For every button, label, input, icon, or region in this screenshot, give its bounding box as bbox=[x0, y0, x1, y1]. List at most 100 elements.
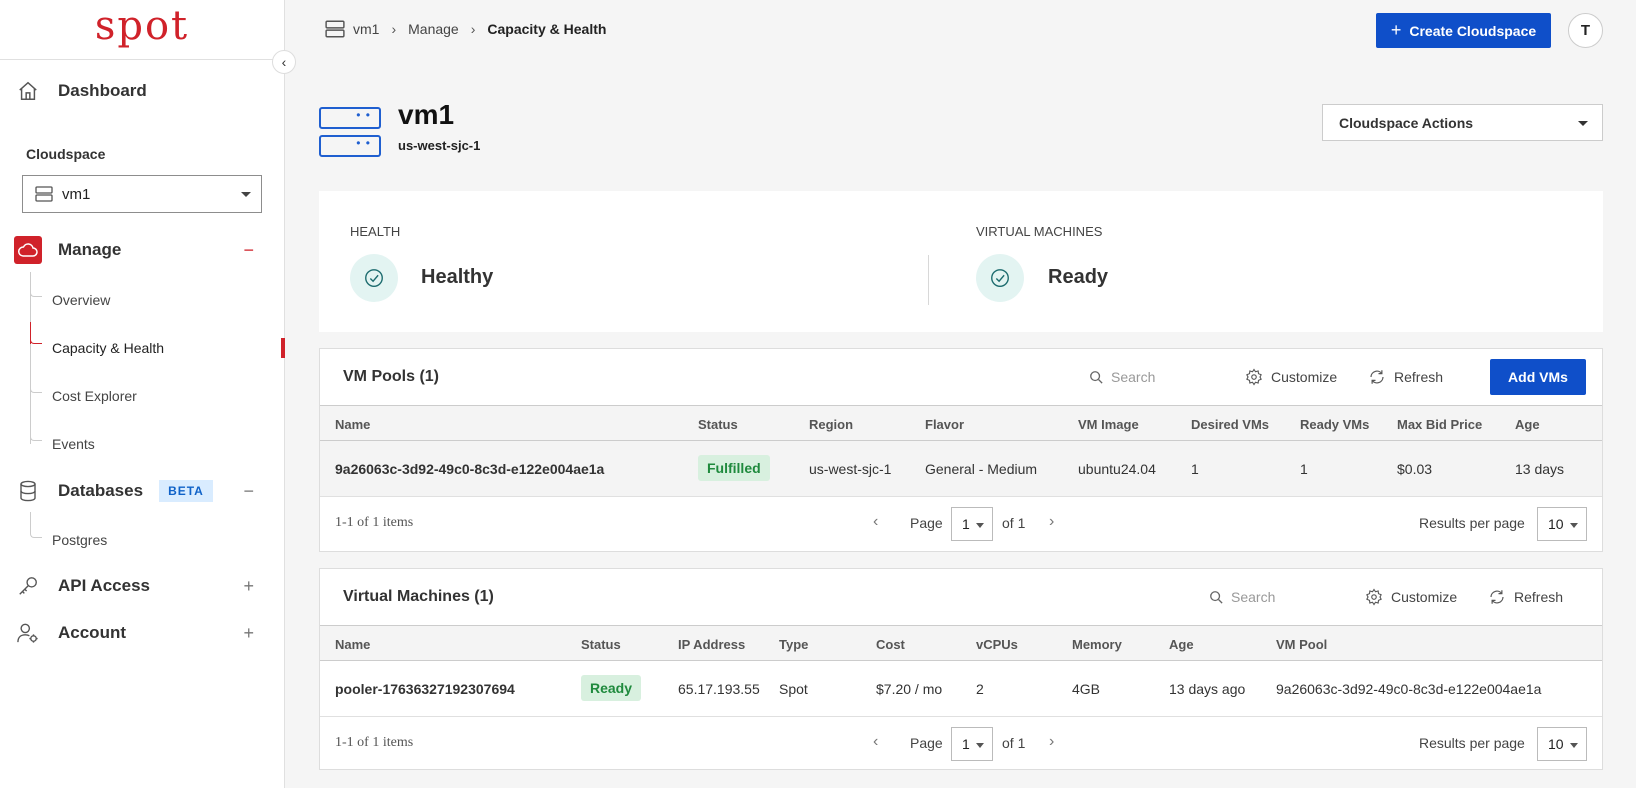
sidebar-item-events[interactable]: Events bbox=[52, 436, 95, 452]
breadcrumb-item-current: Capacity & Health bbox=[487, 21, 607, 37]
add-vms-button[interactable]: Add VMs bbox=[1490, 359, 1586, 395]
pool-name[interactable]: 9a26063c-3d92-49c0-8c3d-e122e004ae1a bbox=[335, 461, 605, 477]
cloudspace-select-value: vm1 bbox=[62, 185, 91, 203]
page-select-value: 1 bbox=[962, 736, 970, 752]
table-row[interactable]: pooler-17636327192307694 Ready 65.17.193… bbox=[320, 661, 1602, 717]
expand-icon[interactable]: + bbox=[243, 622, 254, 643]
page-select[interactable]: 1 bbox=[951, 727, 993, 761]
breadcrumb-item-vm1[interactable]: vm1 bbox=[353, 21, 380, 37]
server-graphic-icon bbox=[319, 107, 381, 163]
column-header[interactable]: VM Pool bbox=[1276, 637, 1328, 652]
cloud-icon bbox=[14, 236, 42, 264]
customize-button[interactable]: Customize bbox=[1245, 368, 1337, 386]
vm-pools-search[interactable]: Search bbox=[1089, 369, 1155, 385]
vm-pools-title: VM Pools (1) bbox=[343, 368, 440, 385]
chevron-right-icon[interactable]: › bbox=[1049, 733, 1055, 750]
column-header[interactable]: Cost bbox=[876, 637, 905, 652]
sidebar-item-overview[interactable]: Overview bbox=[52, 292, 111, 308]
database-icon bbox=[14, 477, 42, 505]
sidebar-section-label: Account bbox=[58, 623, 126, 642]
refresh-label: Refresh bbox=[1514, 589, 1564, 605]
collapse-icon[interactable]: − bbox=[243, 480, 254, 501]
refresh-button[interactable]: Refresh bbox=[1488, 588, 1563, 606]
column-header[interactable]: Status bbox=[698, 417, 738, 432]
cloudspace-actions-dropdown[interactable]: Cloudspace Actions bbox=[1322, 104, 1603, 141]
results-per-page-label: Results per page bbox=[1419, 735, 1525, 751]
virtual-machines-panel: Virtual Machines (1) Search Customize Re… bbox=[319, 568, 1603, 770]
results-per-page-select[interactable]: 10 bbox=[1537, 507, 1587, 541]
vm-pools-panel: VM Pools (1) Search Customize Refresh Ad… bbox=[319, 348, 1603, 552]
gear-icon bbox=[1246, 368, 1262, 386]
refresh-button[interactable]: Refresh bbox=[1368, 368, 1443, 386]
vm-pool-link[interactable]: 9a26063c-3d92-49c0-8c3d-e122e004ae1a bbox=[1276, 681, 1542, 697]
chevron-left-icon[interactable]: ‹ bbox=[873, 513, 879, 530]
vm-name[interactable]: pooler-17636327192307694 bbox=[335, 681, 515, 697]
pool-ready: 1 bbox=[1300, 461, 1308, 477]
create-cloudspace-button[interactable]: + Create Cloudspace bbox=[1376, 13, 1551, 48]
sidebar-item-label: Dashboard bbox=[58, 81, 147, 100]
pool-image: ubuntu24.04 bbox=[1078, 461, 1156, 477]
plus-icon: + bbox=[1390, 20, 1402, 40]
customize-button[interactable]: Customize bbox=[1365, 588, 1457, 606]
breadcrumb-item-manage[interactable]: Manage bbox=[408, 21, 459, 37]
vm-age: 13 days ago bbox=[1169, 681, 1246, 697]
cloudspace-select[interactable]: vm1 bbox=[22, 175, 262, 213]
tree-line bbox=[30, 272, 31, 352]
column-header[interactable]: Type bbox=[779, 637, 809, 652]
results-per-page-value: 10 bbox=[1548, 516, 1564, 532]
column-header[interactable]: Name bbox=[335, 637, 371, 652]
vm-cost: $7.20 / mo bbox=[876, 681, 943, 697]
sidebar-section-api-access[interactable]: API Access + bbox=[0, 566, 284, 606]
column-header[interactable]: VM Image bbox=[1078, 417, 1139, 432]
column-header[interactable]: Desired VMs bbox=[1191, 417, 1270, 432]
sidebar-section-manage[interactable]: Manage − bbox=[0, 230, 284, 270]
results-per-page-label: Results per page bbox=[1419, 515, 1525, 531]
key-icon bbox=[14, 572, 42, 600]
logo[interactable]: spot bbox=[0, 0, 284, 60]
sidebar-section-account[interactable]: Account + bbox=[0, 613, 284, 653]
vm-type: Spot bbox=[779, 681, 808, 697]
sidebar-section-databases[interactable]: Databases BETA − bbox=[0, 471, 284, 511]
results-per-page-select[interactable]: 10 bbox=[1537, 727, 1587, 761]
column-header[interactable]: Memory bbox=[1072, 637, 1122, 652]
page-subtitle-region: us-west-sjc-1 bbox=[398, 138, 481, 153]
vm-pools-toolbar: VM Pools (1) Search Customize Refresh Ad… bbox=[320, 349, 1602, 405]
column-header[interactable]: Status bbox=[581, 637, 621, 652]
avatar[interactable]: T bbox=[1568, 13, 1603, 48]
column-header[interactable]: Age bbox=[1515, 417, 1540, 432]
column-header[interactable]: IP Address bbox=[678, 637, 746, 652]
tree-elbow bbox=[30, 285, 42, 297]
column-header[interactable]: Max Bid Price bbox=[1397, 417, 1483, 432]
pagination: 1-1 of 1 items ‹ Page 1 of 1 › Results p… bbox=[320, 717, 1602, 771]
sidebar-item-cost-explorer[interactable]: Cost Explorer bbox=[52, 388, 137, 404]
search-input[interactable]: Search bbox=[1231, 589, 1276, 605]
chevron-right-icon: › bbox=[391, 21, 397, 37]
column-header[interactable]: Region bbox=[809, 417, 854, 432]
column-header[interactable]: Flavor bbox=[925, 417, 965, 432]
chevron-left-icon: ‹ bbox=[281, 54, 287, 70]
page-select[interactable]: 1 bbox=[951, 507, 993, 541]
column-header[interactable]: Ready VMs bbox=[1300, 417, 1370, 432]
items-count: 1-1 of 1 items bbox=[335, 515, 414, 530]
sidebar-item-dashboard[interactable]: Dashboard bbox=[0, 70, 284, 112]
column-header[interactable]: vCPUs bbox=[976, 637, 1018, 652]
refresh-icon bbox=[1490, 590, 1504, 604]
gear-icon bbox=[1366, 588, 1382, 606]
vms-search[interactable]: Search bbox=[1209, 589, 1275, 605]
sidebar-item-postgres[interactable]: Postgres bbox=[52, 532, 108, 548]
search-icon bbox=[1210, 591, 1223, 604]
chevron-right-icon[interactable]: › bbox=[1049, 513, 1055, 530]
sidebar-item-capacity-health[interactable]: Capacity & Health bbox=[52, 340, 165, 356]
items-count: 1-1 of 1 items bbox=[335, 735, 414, 750]
collapse-icon[interactable]: − bbox=[243, 239, 254, 260]
vms-toolbar: Virtual Machines (1) Search Customize Re… bbox=[320, 569, 1602, 625]
column-header[interactable]: Name bbox=[335, 417, 371, 432]
column-header[interactable]: Age bbox=[1169, 637, 1194, 652]
search-input[interactable]: Search bbox=[1111, 369, 1156, 385]
health-status-value: Healthy bbox=[421, 266, 494, 288]
table-row[interactable]: 9a26063c-3d92-49c0-8c3d-e122e004ae1a Ful… bbox=[320, 441, 1602, 497]
expand-icon[interactable]: + bbox=[243, 575, 254, 596]
collapse-sidebar-button[interactable]: ‹ bbox=[272, 50, 296, 74]
sidebar-section-label: Manage bbox=[58, 240, 122, 259]
chevron-left-icon[interactable]: ‹ bbox=[873, 733, 879, 750]
